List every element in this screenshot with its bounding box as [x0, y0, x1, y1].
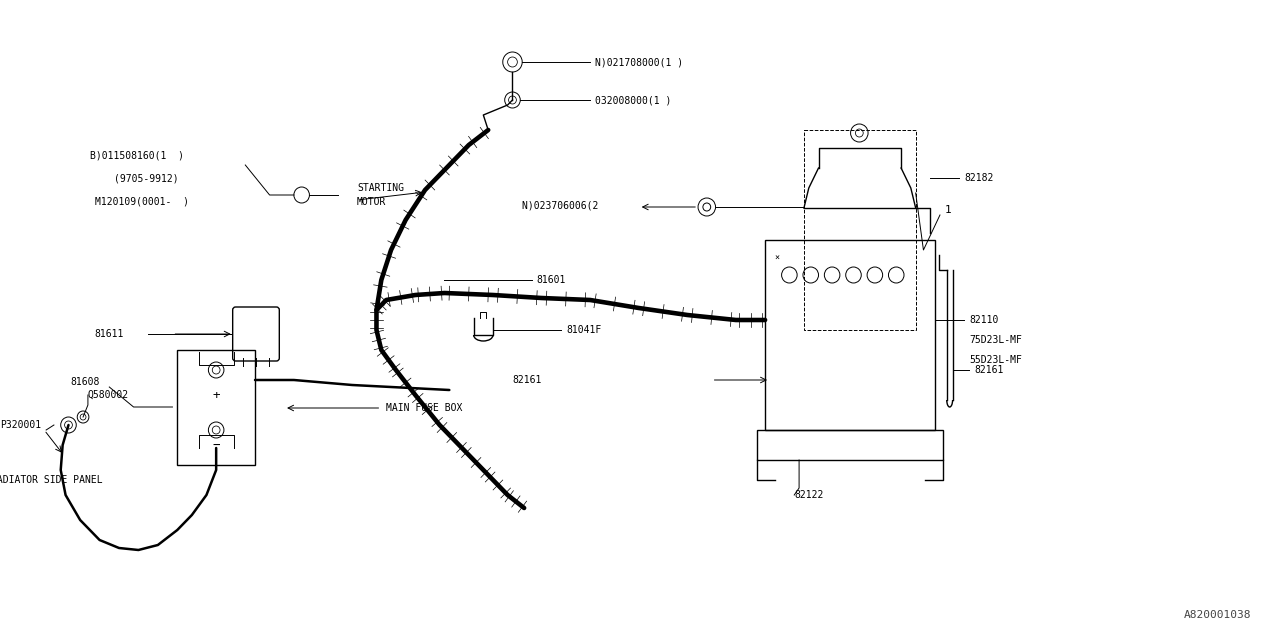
Text: 81041F: 81041F	[566, 325, 602, 335]
Text: ×: ×	[774, 253, 780, 262]
Text: N)021708000(1 ): N)021708000(1 )	[595, 57, 684, 67]
Text: N)023706006(2: N)023706006(2	[522, 200, 611, 210]
Text: STARTING
MOTOR: STARTING MOTOR	[357, 183, 404, 207]
Bar	[758, 430, 943, 460]
Text: Q580002: Q580002	[88, 390, 129, 400]
Bar	[178, 350, 255, 465]
Bar	[804, 130, 915, 330]
Text: A820001038: A820001038	[1183, 610, 1251, 620]
Text: (9705-9912): (9705-9912)	[114, 173, 179, 183]
Text: 81601: 81601	[536, 275, 566, 285]
Text: M120109(0001-  ): M120109(0001- )	[95, 196, 188, 206]
Text: RADIATOR SIDE PANEL: RADIATOR SIDE PANEL	[0, 475, 102, 485]
Text: −: −	[212, 438, 220, 451]
Text: 81611: 81611	[95, 329, 124, 339]
Text: +: +	[212, 388, 220, 401]
Text: 032008000(1 ): 032008000(1 )	[595, 95, 672, 105]
Text: 82122: 82122	[794, 490, 823, 500]
Bar	[765, 240, 936, 430]
Text: B)011508160(1  ): B)011508160(1 )	[90, 150, 184, 160]
Text: MAIN FUSE BOX: MAIN FUSE BOX	[387, 403, 462, 413]
Text: P320001: P320001	[0, 420, 42, 430]
Text: 82182: 82182	[964, 173, 993, 183]
Text: 75D23L-MF: 75D23L-MF	[969, 335, 1021, 345]
Text: 1: 1	[945, 205, 951, 215]
Text: 81608: 81608	[70, 377, 100, 387]
Text: 82110: 82110	[969, 315, 998, 325]
Text: 82161: 82161	[974, 365, 1004, 375]
Text: 82161: 82161	[512, 375, 541, 385]
Text: 55D23L-MF: 55D23L-MF	[969, 355, 1021, 365]
